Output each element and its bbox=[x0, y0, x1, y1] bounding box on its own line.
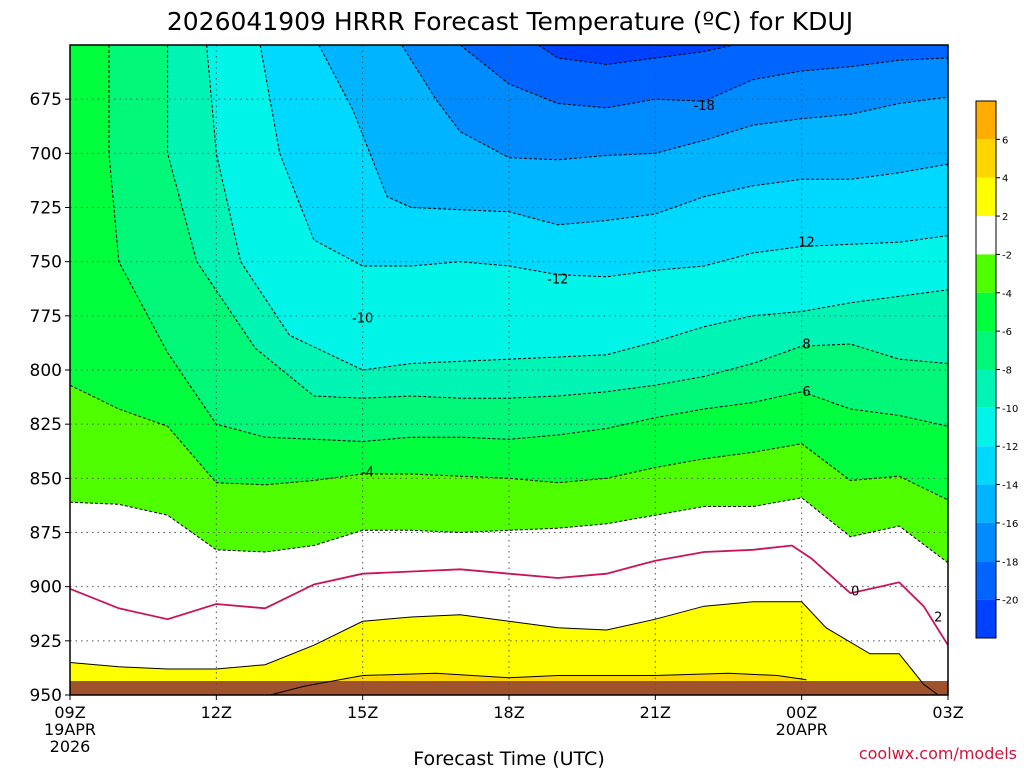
y-tick-label-700: 700 bbox=[30, 144, 62, 164]
contour-line-4 bbox=[269, 672, 807, 695]
colorbar-swatch-6-to-8 bbox=[976, 101, 996, 140]
colorbar-swatch--8-to--6 bbox=[976, 331, 996, 370]
y-tick-label-850: 850 bbox=[30, 469, 62, 489]
colorbar-label-4: 4 bbox=[1002, 174, 1008, 185]
contour-label--8: 8 bbox=[802, 338, 810, 353]
contour-label-0: 0 bbox=[851, 585, 859, 600]
x-axis-label: Forecast Time (UTC) bbox=[413, 748, 604, 768]
y-tick-label-900: 900 bbox=[30, 578, 62, 598]
contour-label-layer: 2 0 -4 6 8 -10 -12 12 -18 bbox=[352, 99, 942, 625]
colorbar-label--2: -2 bbox=[1002, 250, 1012, 261]
contour-line--4 bbox=[70, 384, 948, 501]
contour-label--10: -10 bbox=[352, 312, 373, 327]
ground-layer bbox=[70, 681, 948, 695]
x-tick-label-18Z: 18Z bbox=[493, 703, 524, 722]
colorbar-swatch--18-to--16 bbox=[976, 522, 996, 562]
y-tick-label-775: 775 bbox=[30, 307, 62, 327]
y-tick-label-825: 825 bbox=[30, 415, 62, 435]
colorbar-swatch--12-to--10 bbox=[976, 407, 996, 447]
colorbar-label--14: -14 bbox=[1002, 481, 1018, 492]
x-tick-date-09Z: 19APR bbox=[44, 720, 96, 739]
colorbar-swatch--22-to--20 bbox=[976, 599, 996, 638]
x-tick-label-09Z: 09Z bbox=[54, 703, 85, 722]
contour-label--4: -4 bbox=[361, 465, 374, 480]
grid-layer bbox=[70, 45, 948, 696]
contour-line--10 bbox=[206, 45, 948, 371]
colorbar-swatch-4-to-6 bbox=[976, 139, 996, 178]
colorbar-swatch--2-to-2 bbox=[976, 216, 996, 255]
colorbar-label--16: -16 bbox=[1002, 519, 1018, 530]
colorbar-swatch--14-to--12 bbox=[976, 446, 996, 485]
x-tick-label-15Z: 15Z bbox=[347, 703, 378, 722]
colorbar-label--8: -8 bbox=[1002, 366, 1012, 377]
contour-line-2 bbox=[70, 601, 939, 695]
y-tick-label-800: 800 bbox=[30, 361, 62, 381]
x-tick-label-00Z: 00Z bbox=[786, 703, 817, 722]
colorbar-label--12: -12 bbox=[1002, 442, 1018, 453]
colorbar-label-2: 2 bbox=[1002, 212, 1008, 223]
source-credit: coolwx.com/models bbox=[859, 744, 1017, 763]
colorbar-swatch--10-to--8 bbox=[976, 369, 996, 408]
y-tick-label-950: 950 bbox=[30, 686, 62, 706]
colorbar-label--10: -10 bbox=[1002, 404, 1018, 415]
colorbar-swatch-2-to-4 bbox=[976, 177, 996, 217]
x-tick-date-00Z: 20APR bbox=[776, 720, 828, 739]
colorbar-swatch--20-to--18 bbox=[976, 561, 996, 600]
contour-layer bbox=[70, 45, 948, 695]
contour-line--18 bbox=[459, 45, 948, 109]
colorbar-label--20: -20 bbox=[1002, 596, 1018, 607]
colorbar-label--4: -4 bbox=[1002, 289, 1012, 300]
ground-strip bbox=[70, 681, 948, 695]
y-tick-label-875: 875 bbox=[30, 524, 62, 544]
x-tick-year-09Z: 2026 bbox=[50, 737, 91, 756]
contour-label--14: 12 bbox=[798, 236, 815, 251]
y-tick-label-675: 675 bbox=[30, 90, 62, 110]
x-tick-label-21Z: 21Z bbox=[640, 703, 671, 722]
contour-line-0 bbox=[70, 544, 948, 646]
chart-title: 2026041909 HRRR Forecast Temperature (ºC… bbox=[167, 7, 853, 36]
contour-label--18: -18 bbox=[693, 99, 714, 114]
contour-label--12: -12 bbox=[547, 273, 568, 288]
colorbar-swatch--6-to--4 bbox=[976, 292, 996, 332]
contour-line--8 bbox=[167, 45, 948, 399]
contour-line--6 bbox=[108, 45, 948, 443]
contour-label--6: 6 bbox=[802, 385, 810, 400]
colorbar-label--18: -18 bbox=[1002, 557, 1018, 568]
contour-line--14 bbox=[318, 45, 948, 226]
contour-line--20 bbox=[538, 45, 734, 66]
colorbar-label--6: -6 bbox=[1002, 327, 1012, 338]
y-tick-label-750: 750 bbox=[30, 253, 62, 273]
contour-line--12 bbox=[259, 45, 948, 278]
y-tick-label-725: 725 bbox=[30, 199, 62, 219]
colorbar-legend: 6 4 2 -2 -4 -6 -8 -10 -12 -14 -16 -18 -20 bbox=[975, 100, 1018, 639]
colorbar-swatch--16-to--14 bbox=[976, 484, 996, 523]
y-axis: 675 700 725 750 775 800 825 850 875 900 925 950 bbox=[30, 90, 70, 706]
x-tick-label-12Z: 12Z bbox=[201, 703, 232, 722]
y-tick-label-925: 925 bbox=[30, 632, 62, 652]
colorbar-label-6: 6 bbox=[1002, 135, 1008, 146]
x-tick-label-03Z: 03Z bbox=[932, 703, 963, 722]
colorbar-swatch--4-to--2 bbox=[976, 254, 996, 293]
contour-line--16 bbox=[401, 45, 948, 161]
contour-label-2: 2 bbox=[934, 611, 942, 626]
